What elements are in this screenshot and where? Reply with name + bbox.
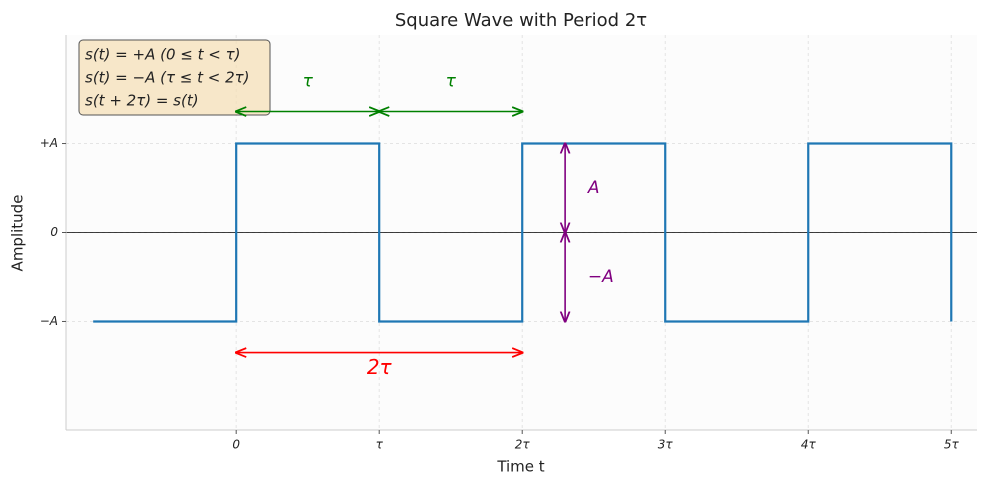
x-axis-label: Time t [496,458,544,476]
marks [93,142,953,323]
y-tick-label: −A [40,314,58,328]
annotation-label: A [587,178,600,198]
annotation-label: 2τ [367,355,393,379]
wave-line [93,142,953,323]
y-axis-label: Amplitude [9,195,27,272]
annotation-label: τ [446,71,457,91]
box-frame [78,39,271,116]
formula-box: s(t) = +A (0 ≤ t < τ) s(t) = −A (τ ≤ t <… [78,39,271,116]
annotation-label: −A [588,267,614,287]
box-line: s(t + 2τ) = s(t) [85,92,199,110]
x-tick-label: 2τ [515,438,531,452]
y-tick-label: 0 [50,225,58,239]
annotation-label: τ [303,71,314,91]
y-tick-label: +A [40,136,58,150]
box-line: s(t) = +A (0 ≤ t < τ) [85,46,240,64]
x-tick-label: 4τ [801,438,817,452]
chart-title: Square Wave with Period 2τ [395,10,647,31]
x-tick-label: 3τ [658,438,674,452]
x-tick-label: 0 [232,438,240,452]
x-tick-label: τ [376,438,384,452]
box-line: s(t) = −A (τ ≤ t < 2τ) [85,69,250,87]
x-tick-label: 5τ [944,438,960,452]
